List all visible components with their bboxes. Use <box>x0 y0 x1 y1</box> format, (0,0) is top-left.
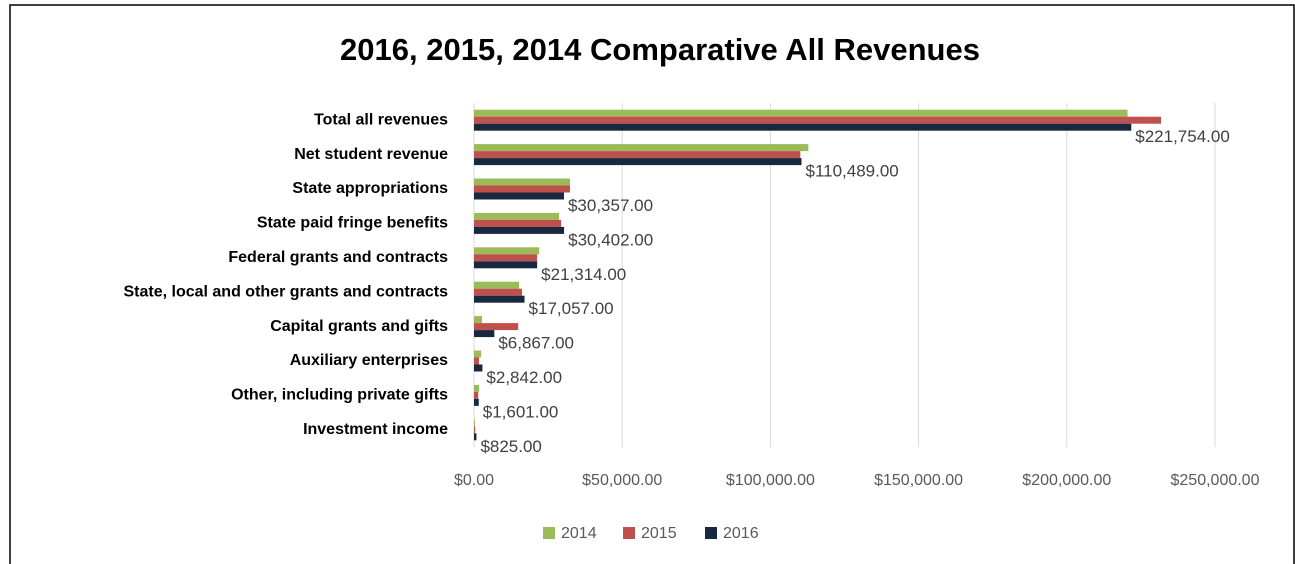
bar <box>474 419 475 427</box>
bar <box>474 295 525 303</box>
x-tick-label: $250,000.00 <box>1171 472 1260 489</box>
bar <box>474 330 495 338</box>
y-tick-label: State paid fringe benefits <box>257 215 448 232</box>
bar <box>474 151 801 159</box>
data-label: $30,402.00 <box>568 230 653 249</box>
bar <box>474 116 1162 124</box>
legend-label: 2016 <box>723 525 759 542</box>
bar <box>474 226 565 234</box>
y-tick-label: Investment income <box>303 421 448 438</box>
legend-swatch <box>543 527 555 539</box>
bar <box>474 261 538 269</box>
bar <box>474 219 562 227</box>
bar <box>474 254 538 262</box>
bar <box>474 426 476 434</box>
chart-title: 2016, 2015, 2014 Comparative All Revenue… <box>340 32 980 67</box>
bar <box>474 357 480 365</box>
data-label: $21,314.00 <box>541 265 626 284</box>
bar <box>474 316 483 324</box>
y-tick-label: Capital grants and gifts <box>270 318 448 335</box>
bar <box>474 158 802 166</box>
legend-swatch <box>623 527 635 539</box>
data-label: $17,057.00 <box>529 299 614 318</box>
legend-swatch <box>705 527 717 539</box>
chart-frame <box>9 4 1295 564</box>
y-tick-label: Auxiliary enterprises <box>290 352 448 369</box>
bar <box>474 178 571 186</box>
data-label: $6,867.00 <box>498 334 574 353</box>
bar <box>474 192 564 200</box>
bar <box>474 144 809 152</box>
x-tick-label: $200,000.00 <box>1022 472 1111 489</box>
bar <box>474 123 1132 131</box>
x-tick-label: $100,000.00 <box>726 472 815 489</box>
bar <box>474 323 519 331</box>
bar <box>474 350 482 358</box>
legend-label: 2015 <box>641 525 677 542</box>
x-tick-label: $150,000.00 <box>874 472 963 489</box>
data-label: $221,754.00 <box>1135 127 1230 146</box>
y-tick-label: Other, including private gifts <box>231 387 448 404</box>
bar <box>474 398 479 406</box>
legend-label: 2014 <box>561 525 597 542</box>
y-tick-label: Net student revenue <box>294 146 448 163</box>
x-tick-label: $50,000.00 <box>582 472 662 489</box>
y-tick-label: Total all revenues <box>314 111 448 128</box>
bar <box>474 364 483 372</box>
bar <box>474 433 477 441</box>
y-tick-label: Federal grants and contracts <box>228 249 448 266</box>
bar <box>474 288 523 296</box>
y-tick-label: State appropriations <box>292 180 448 197</box>
data-label: $2,842.00 <box>486 368 562 387</box>
data-label: $1,601.00 <box>483 402 559 421</box>
y-tick-label: State, local and other grants and contra… <box>123 283 448 300</box>
bar <box>474 281 520 289</box>
data-label: $110,489.00 <box>805 162 898 181</box>
bar <box>474 185 571 193</box>
bar <box>474 391 479 399</box>
x-tick-label: $0.00 <box>454 472 494 489</box>
data-label: $30,357.00 <box>568 196 653 215</box>
bar <box>474 384 480 392</box>
bar <box>474 212 560 220</box>
bar <box>474 247 540 255</box>
data-label: $825.00 <box>480 437 541 456</box>
bar <box>474 109 1128 117</box>
